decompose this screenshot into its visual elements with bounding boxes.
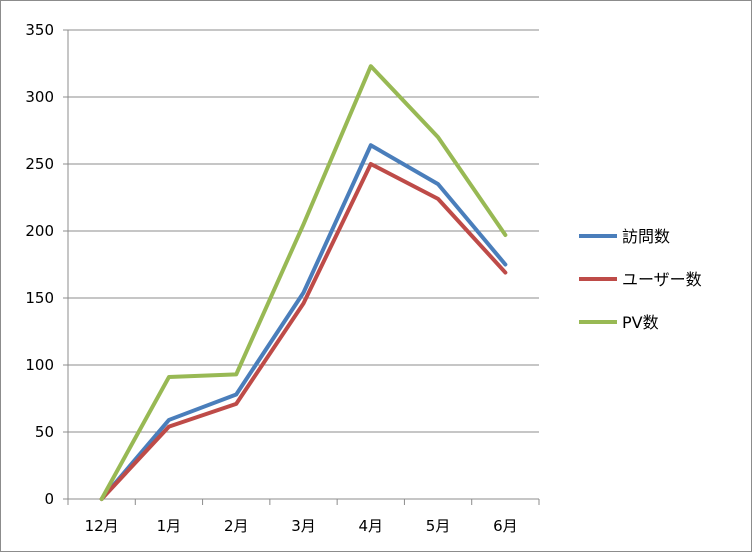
x-tick-label-5: 5月 <box>426 517 451 535</box>
y-tick-labels: 0 50 100 150 200 250 300 350 <box>25 21 54 508</box>
x-tick-label-0: 12月 <box>85 517 119 535</box>
x-tick-label-2: 2月 <box>224 517 249 535</box>
legend-label-1: ユーザー数 <box>622 270 702 289</box>
y-tick-label-100: 100 <box>25 356 54 374</box>
x-tick-labels: 12月 1月 2月 3月 4月 5月 6月 <box>85 517 518 535</box>
axes <box>63 30 539 505</box>
y-tick-label-350: 350 <box>25 21 54 39</box>
y-tick-label-0: 0 <box>44 490 54 508</box>
series-line-0 <box>102 145 506 499</box>
x-tick-label-3: 3月 <box>291 517 316 535</box>
series-line-1 <box>102 164 506 499</box>
x-tick-label-6: 6月 <box>493 517 518 535</box>
y-tick-label-50: 50 <box>35 423 54 441</box>
series-lines <box>102 66 506 499</box>
legend-label-0: 訪問数 <box>622 227 670 246</box>
x-tick-label-1: 1月 <box>157 517 182 535</box>
y-tick-label-200: 200 <box>25 222 54 240</box>
y-tick-label-250: 250 <box>25 155 54 173</box>
legend-label-2: PV数 <box>622 313 659 332</box>
y-tick-label-300: 300 <box>25 88 54 106</box>
y-tick-label-150: 150 <box>25 289 54 307</box>
x-tick-label-4: 4月 <box>359 517 384 535</box>
